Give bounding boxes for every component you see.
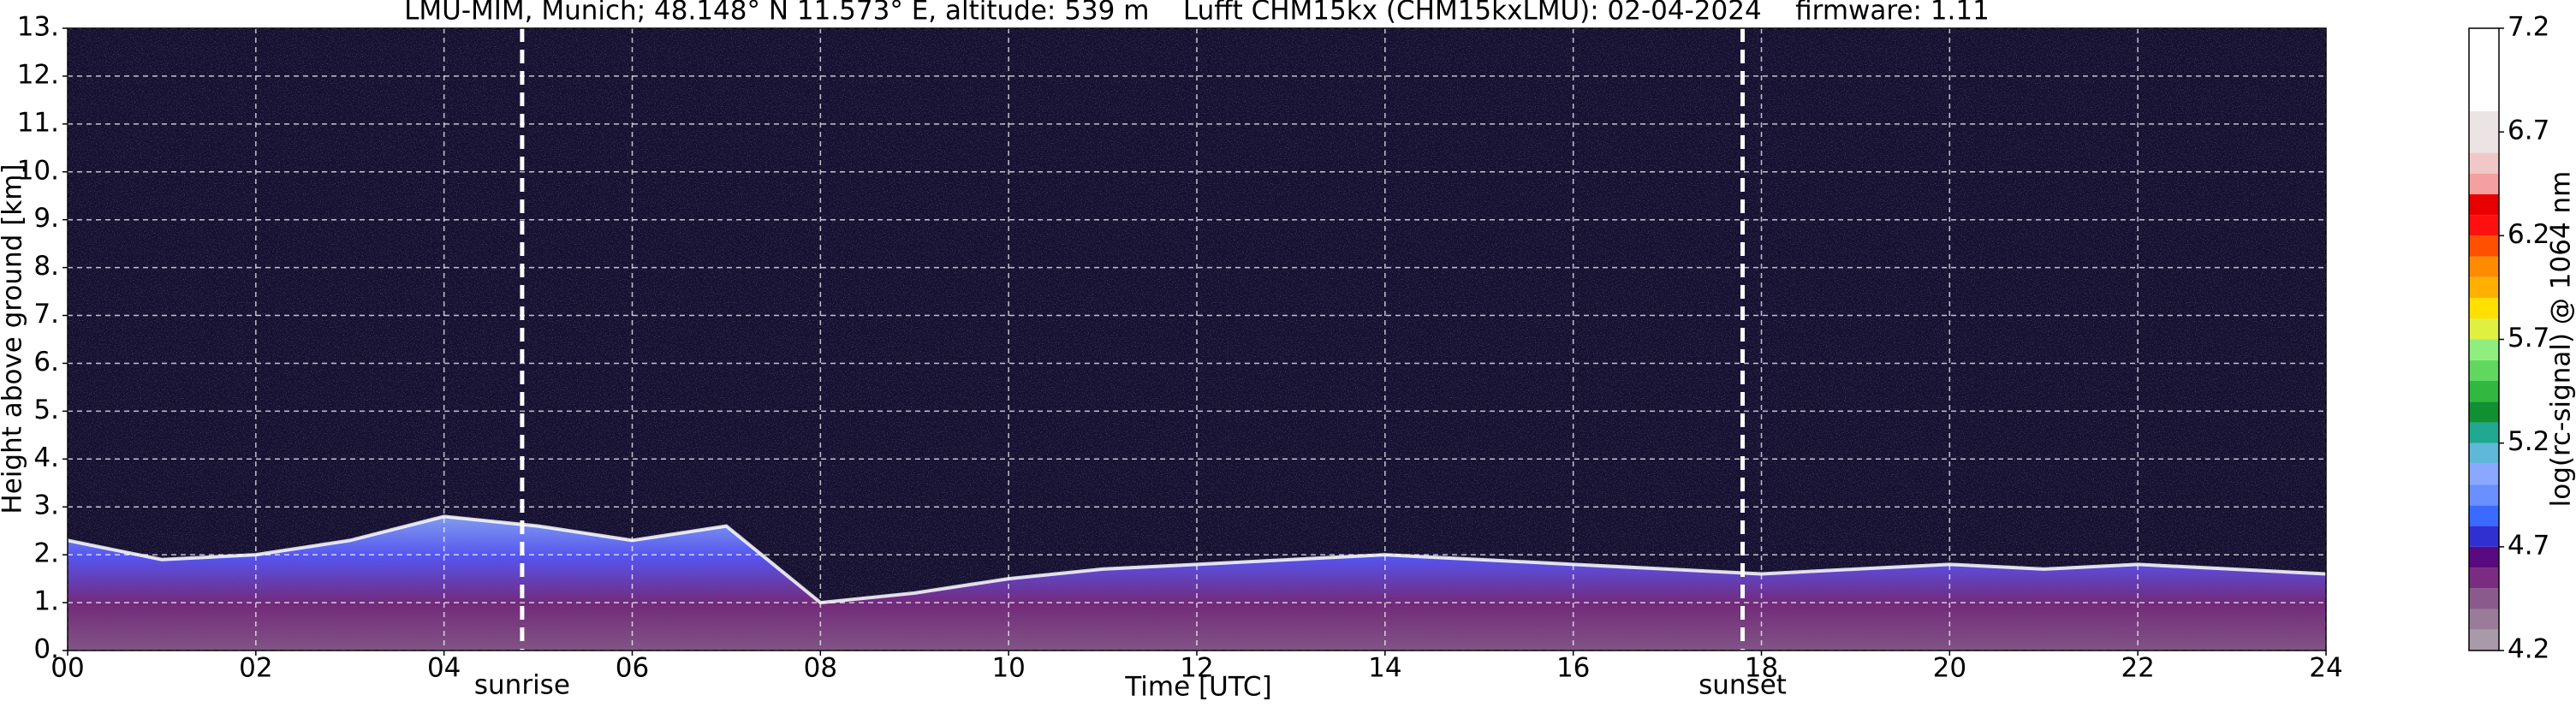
y-tick-label: 7. (33, 299, 59, 330)
x-tick-label: 08 (804, 653, 837, 684)
y-tick-label: 10. (17, 155, 59, 186)
colorbar-segment (2469, 28, 2499, 111)
colorbar-segment (2469, 276, 2499, 299)
colorbar-segment (2469, 609, 2499, 630)
x-tick-label: 04 (427, 653, 461, 684)
colorbar-segment (2469, 193, 2499, 216)
x-tick-label: 18 (1745, 653, 1778, 684)
colorbar-segment (2469, 173, 2499, 194)
x-tick-label: 20 (1933, 653, 1966, 684)
colorbar-segment (2469, 235, 2499, 257)
colorbar-segment (2469, 152, 2499, 174)
colorbar-segment (2469, 380, 2499, 402)
y-tick-label: 12. (17, 59, 59, 90)
y-tick-label: 0. (33, 634, 59, 665)
x-tick-label: 24 (2309, 653, 2342, 684)
colorbar-segment (2469, 484, 2499, 506)
plot-frame (67, 27, 2327, 651)
x-tick-label: 00 (51, 653, 84, 684)
colorbar-segment (2469, 505, 2499, 526)
chart-title: LMU-MIM, Munich; 48.148° N 11.573° E, al… (404, 0, 1990, 27)
y-axis-label: Height above ground [km] (0, 163, 28, 514)
annotation: sunset (1698, 670, 1787, 701)
x-tick-label: 22 (2121, 653, 2154, 684)
y-tick-label: 8. (33, 251, 59, 282)
colorbar-segment (2469, 339, 2499, 360)
y-tick-label: 5. (33, 395, 59, 425)
x-tick-label: 10 (991, 653, 1025, 684)
colorbar-segment (2469, 256, 2499, 277)
y-tick-label: 3. (33, 490, 59, 521)
colorbar-segment (2469, 463, 2499, 485)
colorbar-tick-label: 4.2 (2508, 634, 2549, 665)
plot-area (68, 28, 2326, 651)
colorbar-segment (2469, 298, 2499, 319)
colorbar-tick-label: 6.2 (2508, 219, 2549, 250)
colorbar-segment (2469, 443, 2499, 464)
colorbar-segment (2469, 318, 2499, 340)
colorbar-tick-label: 4.7 (2508, 530, 2549, 561)
colorbar-segment (2469, 526, 2499, 547)
x-axis-label: Time [UTC] (1124, 672, 1271, 703)
colorbar-segment (2469, 546, 2499, 568)
y-tick-label: 2. (33, 538, 59, 569)
y-tick-label: 9. (33, 203, 59, 234)
colorbar-segment (2469, 567, 2499, 589)
y-tick-label: 4. (33, 443, 59, 473)
y-tick-label: 1. (33, 586, 59, 617)
y-tick-label: 13. (17, 12, 59, 43)
colorbar-segment (2469, 359, 2499, 381)
axes: 0. 1. 2. 3. 4. 5. 6. 7. 8. 9. 10. 11. 12. 13. 00 02 04 06… (17, 12, 2550, 701)
colorbar-segment (2469, 110, 2499, 153)
colorbar-segment (2469, 401, 2499, 423)
layer-top-edge (68, 514, 2326, 605)
x-tick-label: 02 (239, 653, 272, 684)
colorbar-segment (2469, 629, 2499, 651)
colorbar-tick-label: 6.7 (2508, 116, 2549, 146)
colorbar-tick-label: 5.2 (2508, 426, 2549, 457)
x-tick-label: 16 (1556, 653, 1590, 684)
y-tick-label: 6. (33, 347, 59, 377)
x-tick-label: 06 (616, 653, 649, 684)
annotation: sunrise (474, 670, 570, 701)
colorbar-tick-label: 5.7 (2508, 323, 2549, 354)
colorbar-label: log(rc-signal) @ 1064 nm (2546, 171, 2576, 508)
x-tick-label: 14 (1368, 653, 1401, 684)
colorbar-segment (2469, 422, 2499, 443)
colorbar-tick-label: 7.2 (2508, 12, 2549, 43)
colorbar-segment (2469, 588, 2499, 609)
x-tick-label: 12 (1180, 653, 1213, 684)
colorbar-segment (2469, 215, 2499, 236)
y-tick-label: 11. (17, 107, 59, 138)
